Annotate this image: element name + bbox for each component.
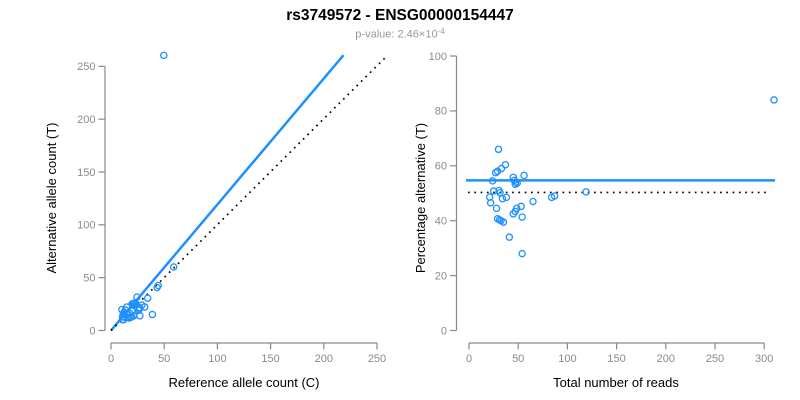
data-point [509, 210, 518, 218]
chart-allele-counts: 0 50 100 150 200 250 0 50 100 150 200 250 Reference … [44, 51, 388, 390]
y-tick-label: 0 [441, 325, 447, 337]
figure-title: rs3749572 - ENSG00000154447 [286, 7, 514, 24]
figure-subtitle: p-value: 2.46×10-4 [0, 26, 800, 41]
data-point [502, 193, 511, 202]
data-point [770, 96, 778, 104]
x-tick-label: 100 [208, 353, 226, 365]
data-point [486, 199, 495, 207]
y-tick-label: 50 [83, 272, 95, 284]
data-point [488, 177, 497, 185]
y-tick-label: 200 [77, 114, 95, 126]
data-point [505, 233, 514, 241]
x-tick-label: 100 [558, 353, 576, 365]
chart-percentage-vs-coverage: 0 20 40 60 80 100 0 50 100 150 200 250 300 Total numb… [413, 51, 778, 390]
y-axis-label: Alternative allele count (T) [44, 122, 59, 273]
data-point [529, 197, 537, 206]
x-tick-label: 0 [108, 353, 114, 365]
data-point [499, 218, 508, 226]
identity-line [110, 55, 388, 332]
y-tick-label: 60 [435, 161, 447, 173]
x-tick-label: 300 [755, 353, 773, 365]
y-tick-label: 20 [435, 270, 447, 282]
data-point [130, 300, 139, 308]
x-tick-label: 50 [512, 353, 524, 365]
data-point [143, 294, 152, 302]
x-tick-label: 150 [261, 353, 279, 365]
pvalue-exponent: -4 [437, 26, 445, 36]
y-tick-label: 100 [77, 220, 95, 232]
y-tick-label: 0 [89, 325, 95, 337]
y-axis-label: Percentage alternative (T) [413, 123, 428, 273]
data-point [491, 168, 500, 177]
data-point [498, 194, 507, 203]
data-point [494, 145, 503, 154]
data-point [148, 310, 157, 319]
data-point [140, 303, 149, 311]
data-point [154, 281, 162, 290]
x-tick-label: 200 [315, 353, 333, 365]
data-point [520, 171, 528, 180]
data-point [492, 204, 501, 213]
pvalue-text: p-value: 2.46×10 [355, 28, 438, 41]
x-tick-label: 250 [368, 353, 386, 365]
y-tick-label: 80 [435, 106, 447, 118]
x-tick-label: 250 [706, 353, 724, 365]
x-tick-label: 50 [158, 353, 170, 365]
data-point [496, 188, 504, 197]
y-tick-label: 250 [77, 61, 95, 73]
x-axis-label: Reference allele count (C) [168, 375, 319, 390]
y-tick-label: 150 [77, 167, 95, 179]
y-tick-label: 40 [435, 216, 447, 228]
data-point [582, 188, 590, 196]
data-point [518, 213, 526, 221]
data-point [501, 160, 510, 169]
data-point [169, 263, 178, 271]
data-point [517, 202, 525, 211]
data-point [136, 312, 144, 320]
x-tick-label: 0 [466, 353, 472, 365]
regression-line [110, 54, 345, 332]
data-point [511, 180, 519, 188]
x-tick-label: 150 [607, 353, 625, 365]
x-tick-label: 200 [657, 353, 675, 365]
y-tick-label: 100 [429, 51, 447, 63]
data-point [518, 249, 526, 258]
x-axis-label: Total number of reads [553, 375, 679, 390]
data-point [550, 192, 559, 200]
data-point [160, 51, 168, 60]
